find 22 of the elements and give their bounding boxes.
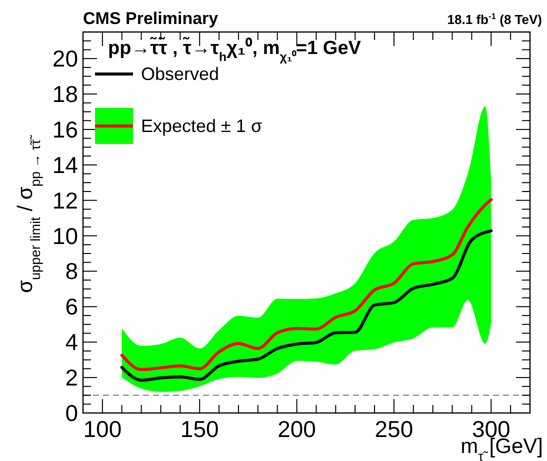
line-series — [120, 198, 493, 372]
y-tick-label: 10 — [52, 222, 78, 249]
y-tick-label: 8 — [65, 258, 78, 284]
y-tick-label: 6 — [65, 294, 78, 320]
y-tick-label: 16 — [52, 116, 78, 142]
y-tick-label: 2 — [65, 364, 78, 391]
x-tick-label: 100 — [83, 416, 122, 442]
line-series — [120, 229, 493, 382]
x-tick-label: 150 — [180, 416, 219, 442]
y-tick-label: 20 — [52, 46, 78, 72]
x-tick-label: 200 — [278, 416, 316, 442]
legend-label: Observed — [141, 64, 220, 84]
y-tick-label: 0 — [65, 400, 78, 426]
y-tick-label: 12 — [52, 187, 78, 214]
y-tick-label: 18 — [52, 81, 78, 108]
annotation: pp→τ̃τ̃ , τ̃→τ$_{h}$χ₁⁰, m$_{χ₁⁰}$=1 GeV — [108, 36, 362, 64]
chart-subtitle: 18.1 fb$^{-1}$ (8 TeV) — [447, 11, 542, 27]
y-tick-label: 4 — [65, 329, 78, 356]
x-tick-label: 250 — [374, 416, 414, 442]
y-tick-label: 14 — [52, 152, 78, 178]
legend-label: Expected ± 1 σ — [141, 116, 262, 136]
chart-title: CMS Preliminary — [83, 9, 219, 28]
